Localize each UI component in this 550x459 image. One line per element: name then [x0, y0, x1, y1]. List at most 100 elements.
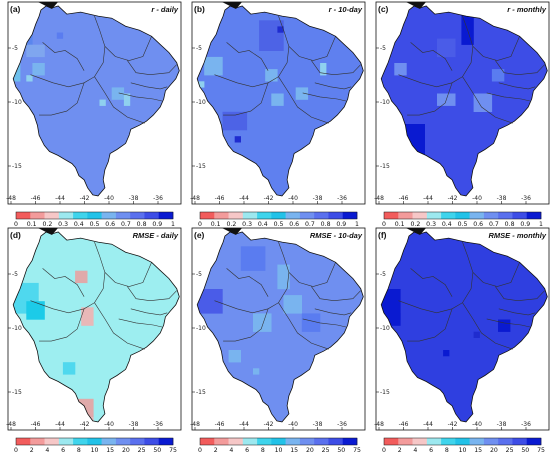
state-border — [302, 92, 347, 102]
x-tick-label: -36 — [521, 421, 531, 428]
map-panel-c: (c) r - monthly -5 -10 -15 -48 -46 -44 -42 -40 -38… — [374, 1, 550, 228]
x-tick-label: -42 — [80, 421, 90, 428]
colorbar-label: 0.7 — [121, 221, 131, 228]
grid-cell — [111, 87, 125, 100]
grid-cell — [277, 26, 284, 33]
state-border — [104, 262, 152, 287]
grid-cell — [437, 38, 456, 58]
colorbar-label: 2 — [398, 447, 402, 454]
colorbar-label: 1 — [171, 221, 175, 228]
colorbar-swatch — [314, 438, 329, 445]
state-border — [472, 262, 520, 287]
x-tick-label: -38 — [129, 421, 139, 428]
colorbar-swatch — [398, 438, 413, 445]
colorbar-swatch — [214, 438, 229, 445]
colorbar-swatch — [115, 438, 131, 445]
colorbar-label: 25 — [138, 447, 146, 454]
grid-cell — [26, 301, 45, 320]
colorbar-swatch — [441, 438, 456, 445]
colorbar-swatch — [73, 438, 88, 445]
colorbar-rmse: 0 2 4 6 8 10 15 20 25 50 75 — [382, 437, 545, 454]
colorbar-label: 10 — [91, 447, 99, 454]
colorbar-swatch — [242, 212, 258, 219]
state-border — [410, 42, 453, 71]
colorbar-swatch — [200, 212, 215, 219]
map-panel-e: (e) RMSE - 10-day -5 -10 -15 -48 -46 -44 -42 -40 -… — [190, 227, 366, 454]
coast-marker — [222, 228, 242, 235]
x-tick-label: -40 — [288, 195, 298, 202]
y-tick-label: -10 — [196, 325, 206, 332]
y-tick-label: -5 — [380, 45, 386, 52]
colorbar-swatch — [426, 438, 442, 445]
colorbar-swatch — [58, 212, 74, 219]
x-tick-label: -36 — [337, 195, 347, 202]
grid-cell — [75, 270, 88, 284]
colorbar-label: 20 — [490, 447, 498, 454]
y-tick-label: -15 — [380, 389, 390, 396]
x-tick-label: -40 — [288, 421, 298, 428]
colorbar-swatch — [130, 212, 145, 219]
x-tick-label: -46 — [215, 421, 225, 428]
colorbar-label: 0.4 — [74, 221, 84, 228]
state-border — [130, 82, 168, 90]
state-border — [94, 76, 145, 124]
x-tick-label: -38 — [497, 421, 507, 428]
colorbar-label: 1 — [355, 221, 359, 228]
colorbar-label: 0.5 — [274, 221, 284, 228]
colorbar-swatch — [257, 212, 272, 219]
x-tick-label: -42 — [264, 195, 274, 202]
y-tick-label: -15 — [12, 389, 22, 396]
x-tick-label: -44 — [55, 195, 65, 202]
y-tick-label: -10 — [380, 325, 390, 332]
y-tick-label: -5 — [380, 271, 386, 278]
x-tick-label: -40 — [472, 195, 482, 202]
state-border — [94, 302, 145, 350]
state-border — [39, 308, 85, 342]
colorbar-label: 50 — [153, 447, 161, 454]
state-border — [302, 318, 347, 328]
colorbar-label: 0.9 — [520, 221, 530, 228]
x-tick-label: -42 — [448, 195, 458, 202]
y-tick-label: -5 — [196, 45, 202, 52]
grid-cell — [498, 319, 511, 332]
colorbar-label: 0 — [382, 221, 386, 228]
colorbar-label: 0.8 — [321, 221, 331, 228]
x-tick-label: -48 — [6, 195, 16, 202]
colorbar-swatch — [299, 438, 315, 445]
panel-label: (d) — [10, 230, 21, 240]
y-tick-label: -15 — [12, 163, 22, 170]
colorbar-swatch — [44, 438, 60, 445]
colorbar-label: 0.8 — [505, 221, 515, 228]
state-border — [42, 268, 85, 297]
y-tick-label: -15 — [196, 163, 206, 170]
colorbar-label: 0.2 — [226, 221, 236, 228]
grid-cell — [204, 56, 223, 76]
colorbar-label: 25 — [506, 447, 514, 454]
colorbar-swatch — [271, 212, 286, 219]
x-tick-label: -48 — [190, 195, 200, 202]
colorbar-label: 25 — [322, 447, 330, 454]
colorbar-label: 0.9 — [336, 221, 346, 228]
colorbar-swatch — [314, 212, 329, 219]
colorbar-label: 1 — [539, 221, 543, 228]
x-tick-label: -40 — [472, 421, 482, 428]
map-panel-a: (a) r - daily -5 -10 -15 -48 -46 -44 -42 -40 -38 -3… — [6, 1, 182, 228]
panel-title: r - daily — [151, 5, 179, 14]
colorbar-swatch — [158, 438, 174, 445]
grid-cell — [81, 307, 94, 326]
colorbar-frame — [383, 211, 542, 220]
colorbar-swatch — [342, 212, 358, 219]
state-border — [410, 268, 453, 297]
grid-cell — [222, 111, 248, 131]
colorbar-swatch — [200, 438, 215, 445]
colorbar-r: 0 0.1 0.2 0.3 0.4 0.5 0.6 0.7 0.8 0.9 1 — [14, 211, 175, 228]
colorbar-frame — [15, 211, 174, 220]
colorbar-label: 0 — [198, 447, 202, 454]
x-tick-label: -46 — [399, 421, 409, 428]
colorbar-swatch — [144, 438, 160, 445]
colorbar-label: 0 — [198, 221, 202, 228]
colorbar-swatch — [441, 212, 456, 219]
y-tick-label: -10 — [380, 99, 390, 106]
panel-title: RMSE - monthly — [489, 231, 547, 240]
x-tick-label: -44 — [239, 195, 249, 202]
